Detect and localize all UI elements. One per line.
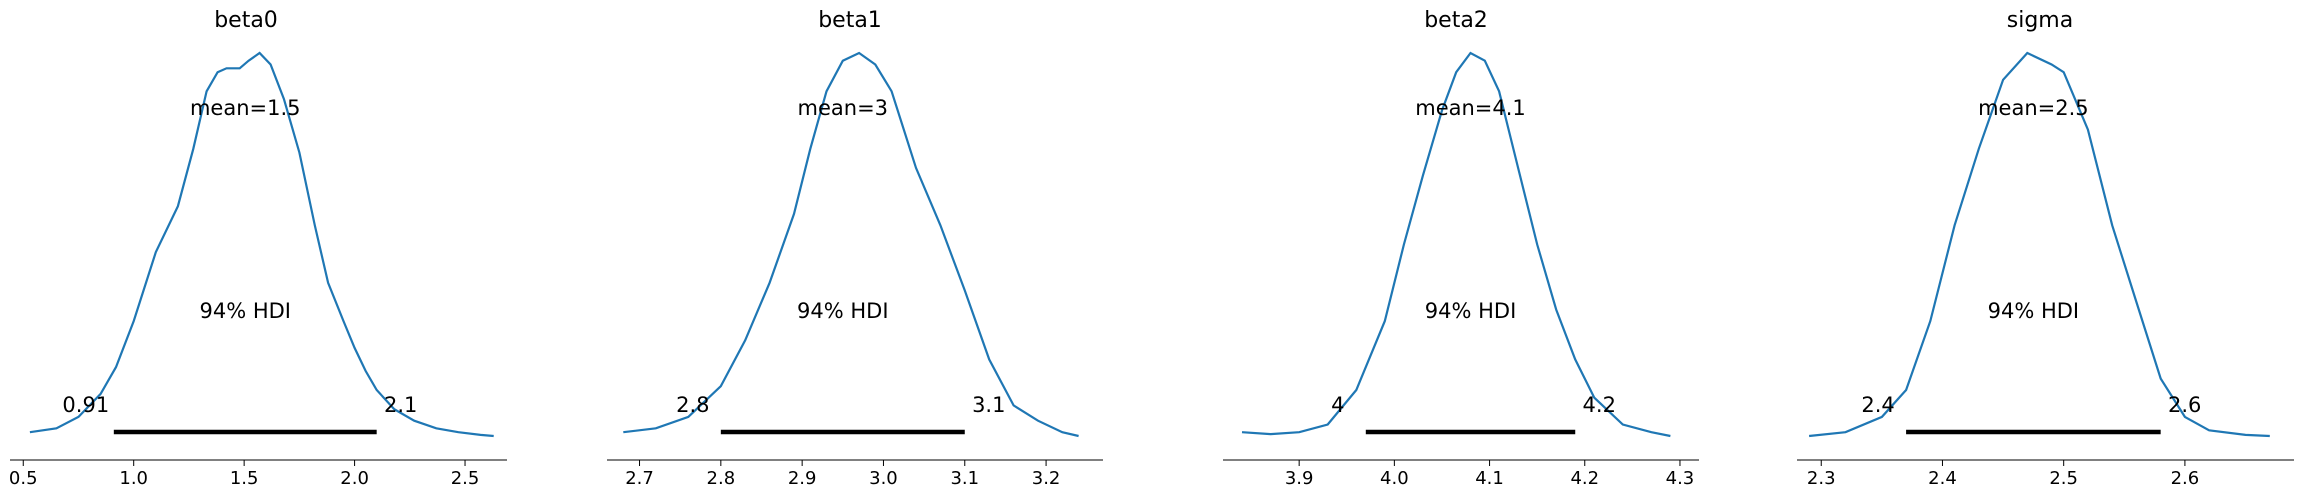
panel-sigma: sigma mean=2.5 94% HDI 2.4 2.6 2.3 2.4 2.5… — [1797, 8, 2294, 489]
x-tick-label: 3.0 — [869, 468, 898, 489]
x-tick-label: 1.5 — [230, 468, 259, 489]
hdi-label: 94% HDI — [797, 299, 889, 323]
mean-label: mean=4.1 — [1415, 96, 1526, 120]
x-tick-label: 2.8 — [707, 468, 736, 489]
hdi-low-label: 2.8 — [676, 393, 709, 417]
x-axis-ticks: 3.9 4.0 4.1 4.2 4.3 — [1285, 460, 1694, 489]
panel-title: beta1 — [818, 8, 882, 33]
x-tick-label: 1.0 — [119, 468, 148, 489]
hdi-high-label: 2.6 — [2168, 393, 2201, 417]
hdi-low-label: 2.4 — [1861, 393, 1894, 417]
mean-label: mean=2.5 — [1978, 96, 2089, 120]
hdi-high-label: 2.1 — [384, 393, 417, 417]
x-tick-label: 2.6 — [2171, 468, 2200, 489]
hdi-label: 94% HDI — [1425, 299, 1517, 323]
x-tick-label: 0.5 — [9, 468, 38, 489]
density-curve — [29, 51, 494, 438]
x-tick-label: 2.4 — [1928, 468, 1957, 489]
x-tick-label: 4.3 — [1666, 468, 1695, 489]
panel-beta1: beta1 mean=3 94% HDI 2.8 3.1 2.7 2.8 2.9 3.… — [607, 8, 1103, 489]
hdi-low-label: 0.91 — [62, 393, 109, 417]
hdi-low-label: 4 — [1331, 393, 1344, 417]
x-tick-label: 3.2 — [1032, 468, 1061, 489]
x-tick-label: 4.0 — [1380, 468, 1409, 489]
panel-beta0: beta0 mean=1.5 94% HDI 0.91 2.1 0.5 1.0 1.… — [9, 8, 507, 489]
hdi-label: 94% HDI — [1988, 299, 2080, 323]
mean-label: mean=3 — [798, 96, 889, 120]
hdi-label: 94% HDI — [199, 299, 291, 323]
x-tick-label: 4.1 — [1475, 468, 1504, 489]
x-tick-label: 2.9 — [788, 468, 817, 489]
x-tick-label: 2.0 — [340, 468, 369, 489]
x-tick-label: 2.5 — [2049, 468, 2078, 489]
hdi-high-label: 4.2 — [1583, 393, 1616, 417]
hdi-high-label: 3.1 — [972, 393, 1005, 417]
x-tick-label: 4.2 — [1570, 468, 1599, 489]
panel-title: sigma — [2007, 8, 2073, 33]
panel-beta2: beta2 mean=4.1 94% HDI 4 4.2 3.9 4.0 4.1 4.… — [1223, 8, 1699, 489]
x-tick-label: 3.1 — [950, 468, 979, 489]
x-axis-ticks: 0.5 1.0 1.5 2.0 2.5 — [9, 460, 479, 489]
x-tick-label: 3.9 — [1285, 468, 1314, 489]
x-tick-label: 2.3 — [1807, 468, 1836, 489]
panel-title: beta2 — [1424, 8, 1488, 33]
density-curve — [1808, 51, 2270, 438]
mean-label: mean=1.5 — [190, 96, 301, 120]
x-axis-ticks: 2.3 2.4 2.5 2.6 — [1807, 460, 2199, 489]
x-tick-label: 2.7 — [625, 468, 654, 489]
density-curve — [1241, 51, 1671, 438]
density-curve — [623, 51, 1079, 438]
x-tick-label: 2.5 — [451, 468, 480, 489]
x-axis-ticks: 2.7 2.8 2.9 3.0 3.1 3.2 — [625, 460, 1060, 489]
panel-title: beta0 — [214, 8, 278, 33]
